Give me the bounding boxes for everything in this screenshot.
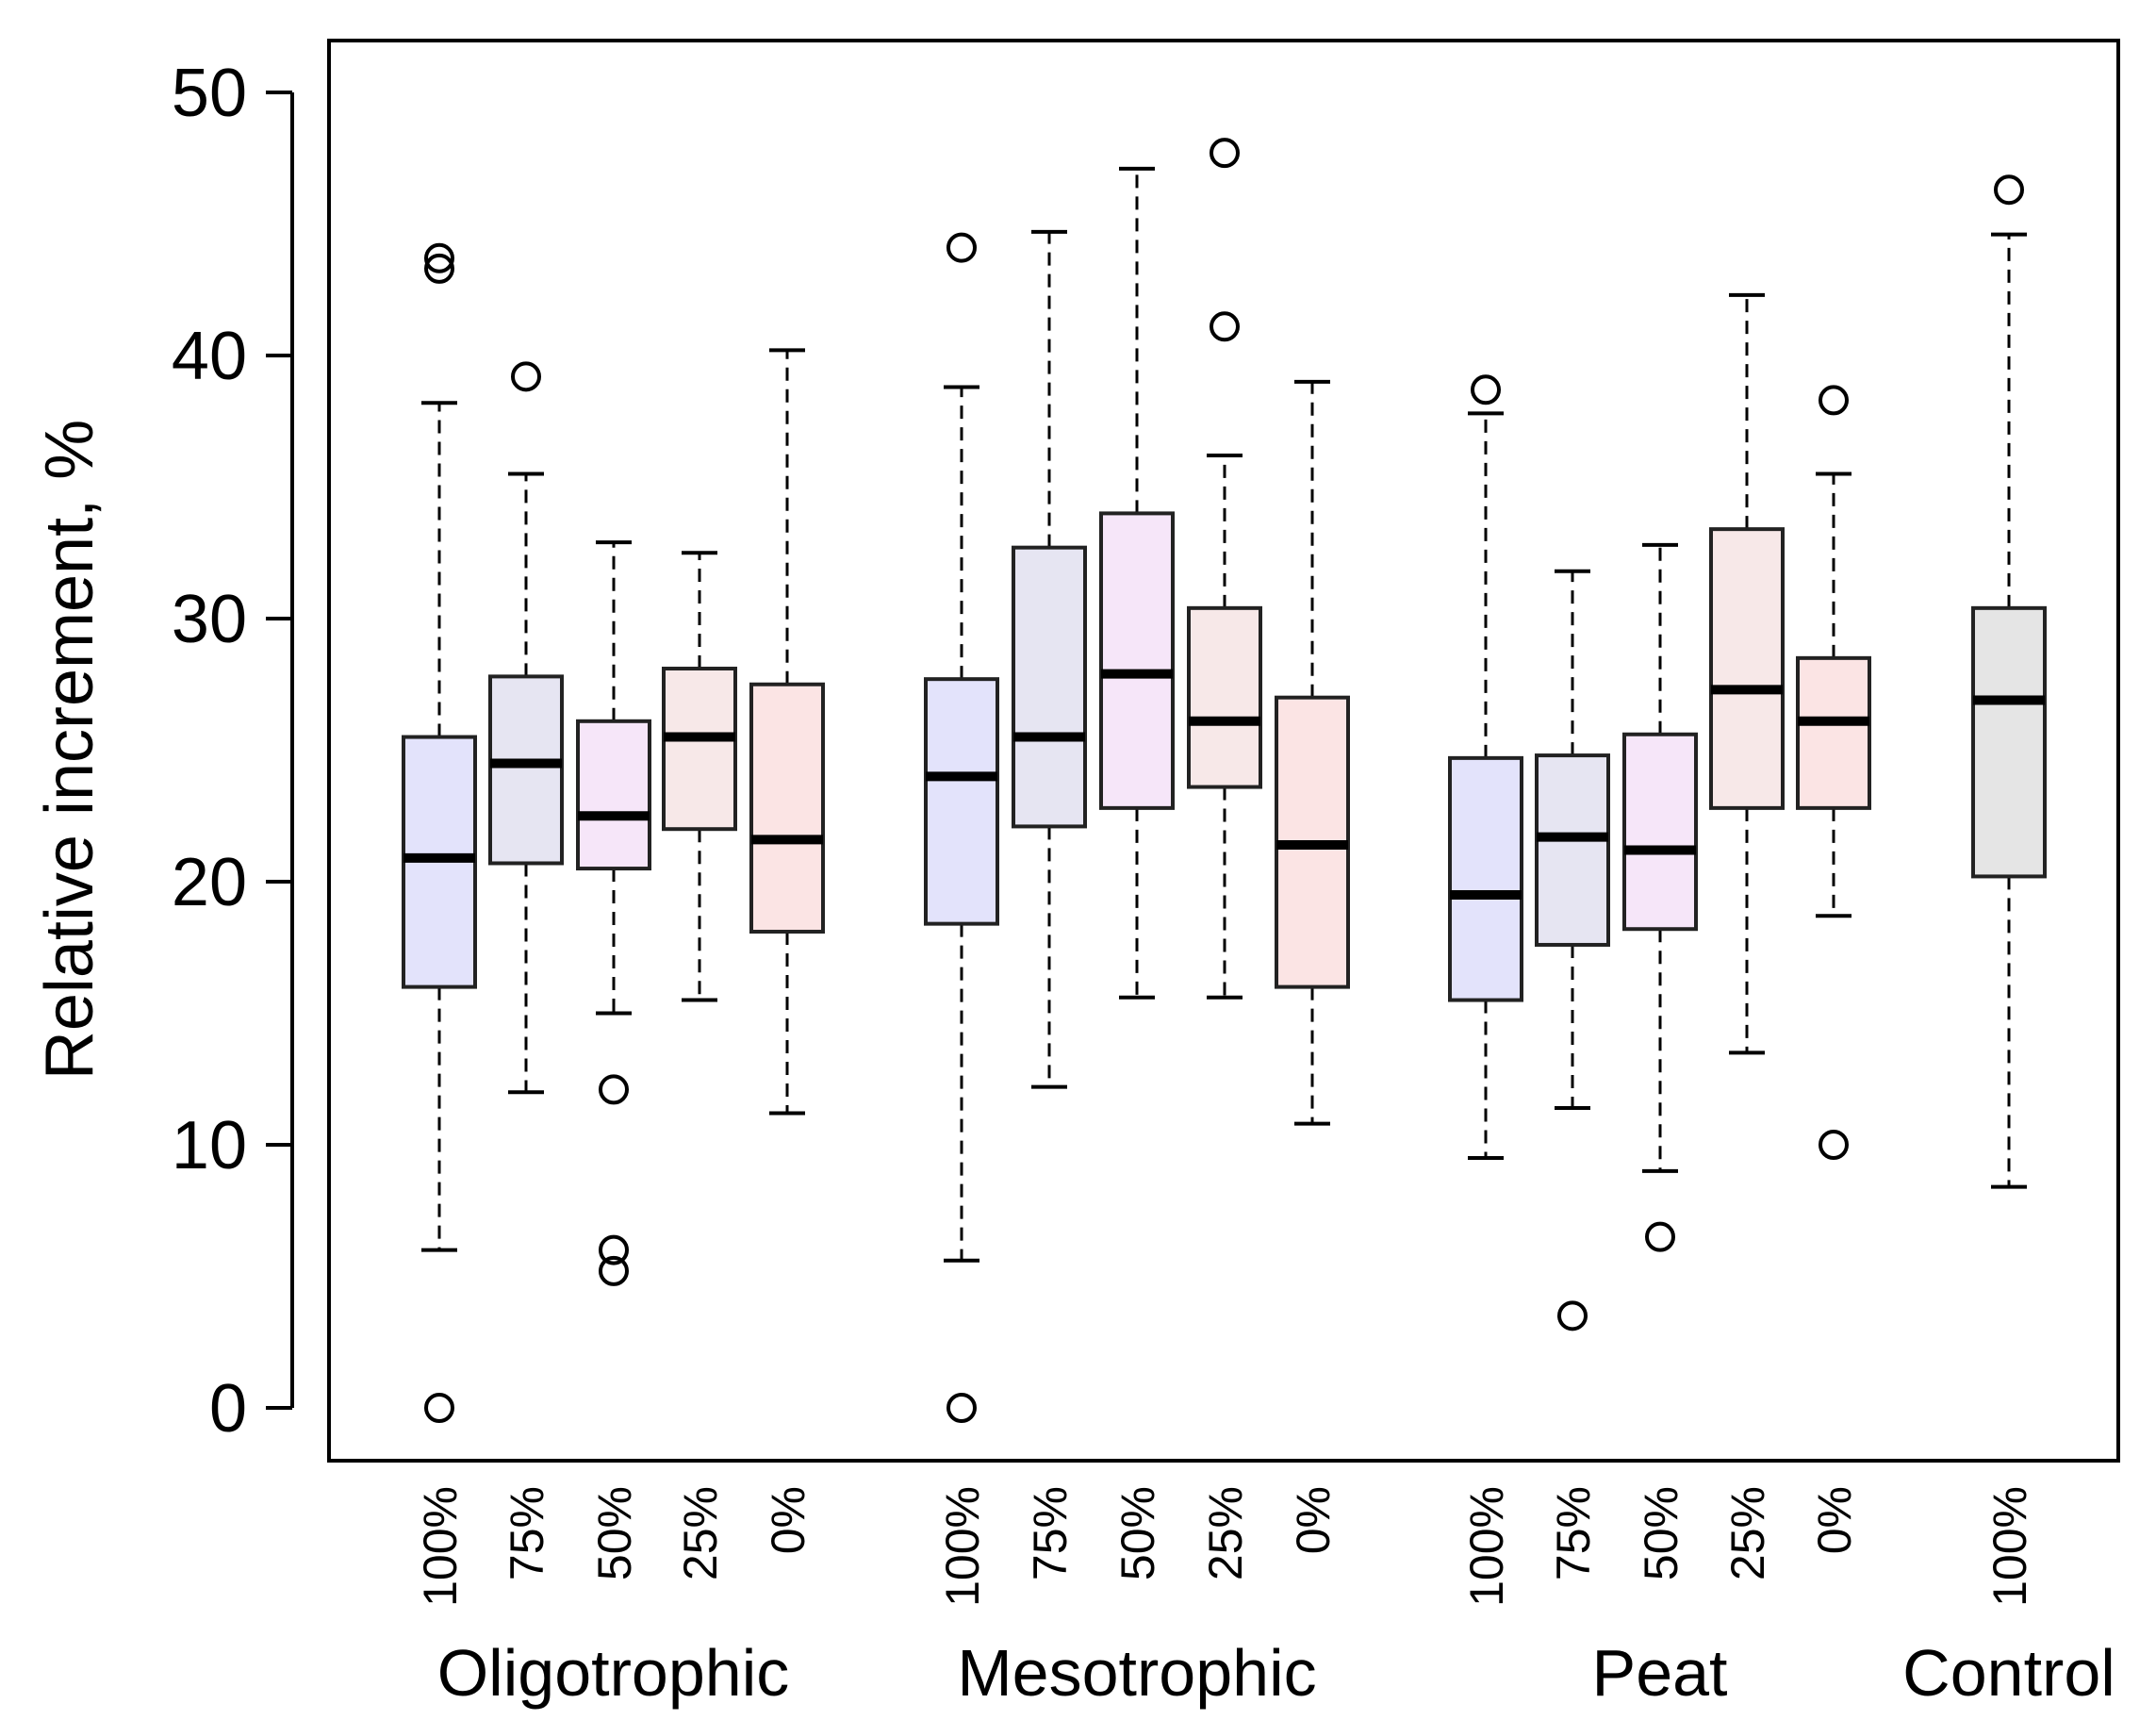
y-tick-label: 50: [172, 56, 247, 131]
y-tick-label: 10: [172, 1108, 247, 1183]
x-tick-label: 75%: [1547, 1486, 1600, 1580]
box-mesotrophic-0pct: [1275, 379, 1350, 1126]
outlier-point: [599, 1234, 629, 1265]
iqr-box: [488, 674, 564, 866]
iqr-box: [1535, 753, 1610, 947]
iqr-box: [1709, 527, 1785, 810]
iqr-box: [576, 719, 651, 871]
y-tick-label: 40: [172, 319, 247, 394]
box-oligotrophic-75pct: [488, 361, 564, 1095]
outlier-point: [424, 242, 454, 273]
box-peat-0pct: [1796, 385, 1871, 1160]
x-tick-label: 100%: [414, 1486, 467, 1607]
box-peat-100pct: [1448, 374, 1523, 1160]
group-label-peat: Peat: [1592, 1636, 1728, 1710]
plot-frame: [327, 39, 2120, 1463]
outlier-point: [1645, 1221, 1675, 1252]
x-tick-label: 75%: [501, 1486, 553, 1580]
box-peat-25pct: [1709, 292, 1785, 1055]
box-control-100pct: [1971, 174, 2047, 1189]
outlier-point: [1471, 374, 1501, 405]
box-peat-50pct: [1622, 542, 1698, 1252]
x-tick-labels: 100% 75% 50% 25% 0% 100% 75% 50% 25% 0% 100% 75% 50%…: [414, 1486, 2036, 1607]
iqr-box: [1796, 655, 1871, 810]
y-tick-label: 0: [209, 1371, 247, 1447]
iqr-box: [749, 682, 825, 934]
group-labels: Oligotrophic Mesotrophic Peat Control: [437, 1636, 2115, 1710]
box-oligotrophic-50pct: [576, 540, 651, 1286]
box-oligotrophic-25pct: [662, 551, 737, 1002]
outlier-point: [599, 1074, 629, 1105]
box-mesotrophic-50pct: [1099, 166, 1175, 1000]
x-tick-label: 50%: [1635, 1486, 1687, 1580]
outlier-point: [599, 1255, 629, 1286]
x-tick-label: 50%: [1111, 1486, 1164, 1580]
y-tick-label: 30: [172, 582, 247, 657]
iqr-box: [662, 667, 737, 832]
group-label-control: Control: [1902, 1636, 2115, 1710]
group-label-mesotrophic: Mesotrophic: [957, 1636, 1316, 1710]
box-oligotrophic-0pct: [749, 348, 825, 1116]
x-tick-label: 0%: [762, 1486, 815, 1554]
outlier-point: [1210, 138, 1240, 169]
box-peat-75pct: [1535, 569, 1610, 1331]
box-mesotrophic-100pct: [924, 232, 999, 1423]
boxes: [402, 138, 2047, 1423]
box-mesotrophic-25pct: [1187, 138, 1262, 1000]
outlier-point: [511, 361, 541, 392]
iqr-box: [1012, 545, 1087, 829]
outlier-point: [946, 232, 977, 263]
outlier-point: [946, 1393, 977, 1423]
box-oligotrophic-100pct: [402, 242, 477, 1423]
iqr-box: [1099, 511, 1175, 810]
iqr-box: [1622, 732, 1698, 932]
group-label-oligotrophic: Oligotrophic: [437, 1636, 790, 1710]
outlier-point: [1994, 174, 2024, 206]
outlier-point: [1210, 311, 1240, 342]
outlier-point: [1557, 1300, 1588, 1331]
iqr-box: [1971, 605, 2047, 879]
x-tick-label: 0%: [1808, 1486, 1861, 1554]
y-tick-label: 20: [172, 845, 247, 920]
outlier-point: [1819, 1130, 1849, 1160]
x-tick-label: 50%: [588, 1486, 641, 1580]
outlier-point: [424, 253, 454, 284]
y-axis-label: Relative increment, %: [32, 420, 107, 1080]
x-tick-label: 25%: [1721, 1486, 1774, 1580]
x-tick-label: 25%: [674, 1486, 727, 1580]
box-mesotrophic-75pct: [1012, 229, 1087, 1089]
iqr-box: [1448, 755, 1523, 1002]
x-tick-label: 100%: [1460, 1486, 1513, 1607]
x-tick-label: 25%: [1199, 1486, 1252, 1580]
y-axis: 0 10 20 30 40 50: [172, 56, 294, 1447]
x-tick-label: 100%: [1983, 1486, 2036, 1607]
outlier-point: [1819, 385, 1849, 416]
x-tick-label: 100%: [936, 1486, 989, 1607]
outlier-point: [424, 1393, 454, 1423]
x-tick-label: 75%: [1024, 1486, 1077, 1580]
iqr-box: [1187, 605, 1262, 789]
iqr-box: [924, 677, 999, 926]
x-tick-label: 0%: [1287, 1486, 1340, 1554]
